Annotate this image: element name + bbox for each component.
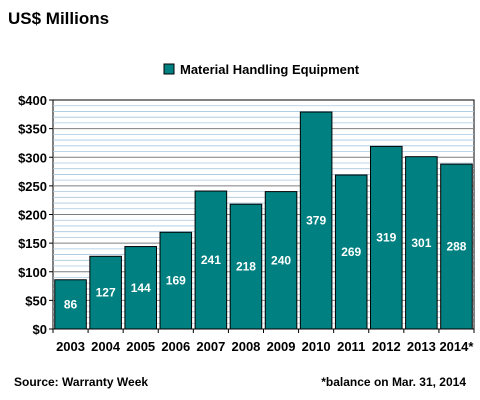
bar-2007 [194,190,228,330]
balance-note: *balance on Mar. 31, 2014 [321,375,466,389]
data-label: 269 [341,245,361,259]
bars [54,111,473,330]
grid-lines [53,105,474,324]
bar-2009 [264,191,298,330]
y-tick-label: $0 [33,322,47,337]
bar-2012 [370,145,403,330]
y-tick-label: $100 [18,265,47,280]
bar-2004 [89,255,122,330]
bar-2006 [159,231,193,330]
y-tick-label: $250 [18,179,47,194]
x-tick-label: 2014* [439,339,474,354]
y-tick-label: $50 [25,293,47,308]
legend-label: Material Handling Equipment [180,62,360,77]
bar-2013 [405,156,438,330]
bar-2005 [124,246,157,330]
data-label: 144 [131,281,151,295]
data-label: 218 [236,260,256,274]
y-tick-label: $300 [18,150,47,165]
chart-title: US$ Millions [8,9,109,28]
bar-2008 [229,203,263,330]
data-label: 240 [271,253,291,267]
data-label: 241 [201,253,221,267]
data-label: 86 [64,297,78,311]
y-tick-label: $400 [18,93,47,108]
x-tick-label: 2006 [161,339,190,354]
data-label: 288 [446,240,466,254]
data-label: 379 [306,214,326,228]
x-tick-label: 2011 [337,339,365,354]
bar-2014 [440,163,473,330]
y-tick-label: $350 [18,122,47,137]
legend-swatch [163,63,175,75]
y-axis: $0 $50 $100 $150 $200 $250 $300 $350 $400 [18,93,53,337]
bar-2010 [299,111,333,330]
legend: Material Handling Equipment [163,62,360,77]
data-labels: 86 127 144 169 241 218 240 379 269 319 301 288 [64,214,467,312]
source-note: Source: Warranty Week [14,375,148,389]
x-tick-label: 2008 [231,339,260,354]
x-tick-label: 2003 [56,339,85,354]
data-label: 169 [166,274,186,288]
x-tick-label: 2007 [196,339,225,354]
plot-area: 86 127 144 169 241 218 240 379 269 319 301 288 [52,99,475,330]
x-tick-label: 2013 [407,339,436,354]
x-tick-label: 2012 [372,339,401,354]
x-tick-label: 2009 [267,339,296,354]
x-axis: 2003 2004 2005 2006 2007 2008 2009 2010 2011 2012… [52,329,475,354]
x-tick-label: 2004 [91,339,121,354]
x-tick-label: 2010 [302,339,331,354]
x-tick-label: 2005 [126,339,155,354]
y-tick-label: $150 [18,236,47,251]
data-label: 127 [96,286,116,300]
data-label: 319 [376,231,396,245]
data-label: 301 [411,236,431,250]
bar-2003 [54,279,87,330]
bar-2011 [334,174,368,330]
y-tick-label: $200 [18,208,47,223]
